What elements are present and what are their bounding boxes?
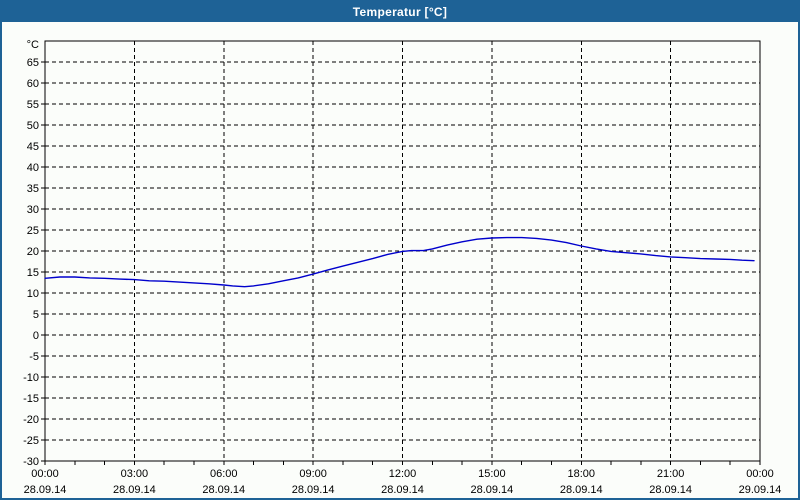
x-tick-time-label: 00:00 [31,468,59,480]
y-tick-label: -5 [29,351,39,363]
y-tick-label: 0 [33,330,39,342]
x-tick-date-label: 28.09.14 [649,484,692,496]
x-tick-time-label: 09:00 [299,468,327,480]
y-tick-label: -30 [23,456,39,468]
y-tick-label: 45 [27,141,39,153]
temperature-line [44,236,755,288]
x-tick-time-label: 21:00 [657,468,685,480]
window-title-bar: Temperatur [°C] [2,2,798,22]
y-tick-label: -25 [23,435,39,447]
x-tick-time-label: 03:00 [121,468,149,480]
x-tick-date-label: 28.09.14 [113,484,156,496]
y-tick-label: -10 [23,372,39,384]
y-tick-label: 15 [27,267,39,279]
x-tick-time-label: 00:00 [746,468,774,480]
y-tick-label: -15 [23,393,39,405]
y-tick-label: 60 [27,78,39,90]
x-tick-date-label: 28.09.14 [202,484,245,496]
y-tick-label: 5 [33,309,39,321]
x-axis-labels: 00:00 28.09.14 03:00 28.09.14 06:00 28.09.14 0… [24,468,782,496]
x-tick-time-label: 15:00 [478,468,506,480]
y-tick-label: 55 [27,99,39,111]
axis-ticks [41,61,761,465]
y-tick-label: 10 [27,288,39,300]
y-tick-label: 50 [27,120,39,132]
y-tick-label: 40 [27,162,39,174]
y-tick-label: 30 [27,204,39,216]
y-tick-label: -20 [23,414,39,426]
y-tick-label: 35 [27,183,39,195]
x-tick-time-label: 18:00 [567,468,595,480]
x-tick-date-label: 28.09.14 [381,484,424,496]
y-tick-label: 20 [27,246,39,258]
x-tick-date-label: 29.09.14 [739,484,782,496]
x-tick-date-label: 28.09.14 [560,484,603,496]
temperature-chart: °C65605550454035302520151050-5-10-15-20-… [23,39,782,496]
x-tick-time-label: 06:00 [210,468,238,480]
y-axis-labels: °C65605550454035302520151050-5-10-15-20-… [23,39,39,468]
y-tick-label: 65 [27,57,39,69]
x-tick-date-label: 28.09.14 [24,484,67,496]
grid-lines [45,41,760,461]
y-tick-label: 25 [27,225,39,237]
x-tick-date-label: 28.09.14 [292,484,335,496]
x-tick-time-label: 12:00 [389,468,417,480]
y-axis-unit-label: °C [27,39,39,51]
x-tick-date-label: 28.09.14 [470,484,513,496]
